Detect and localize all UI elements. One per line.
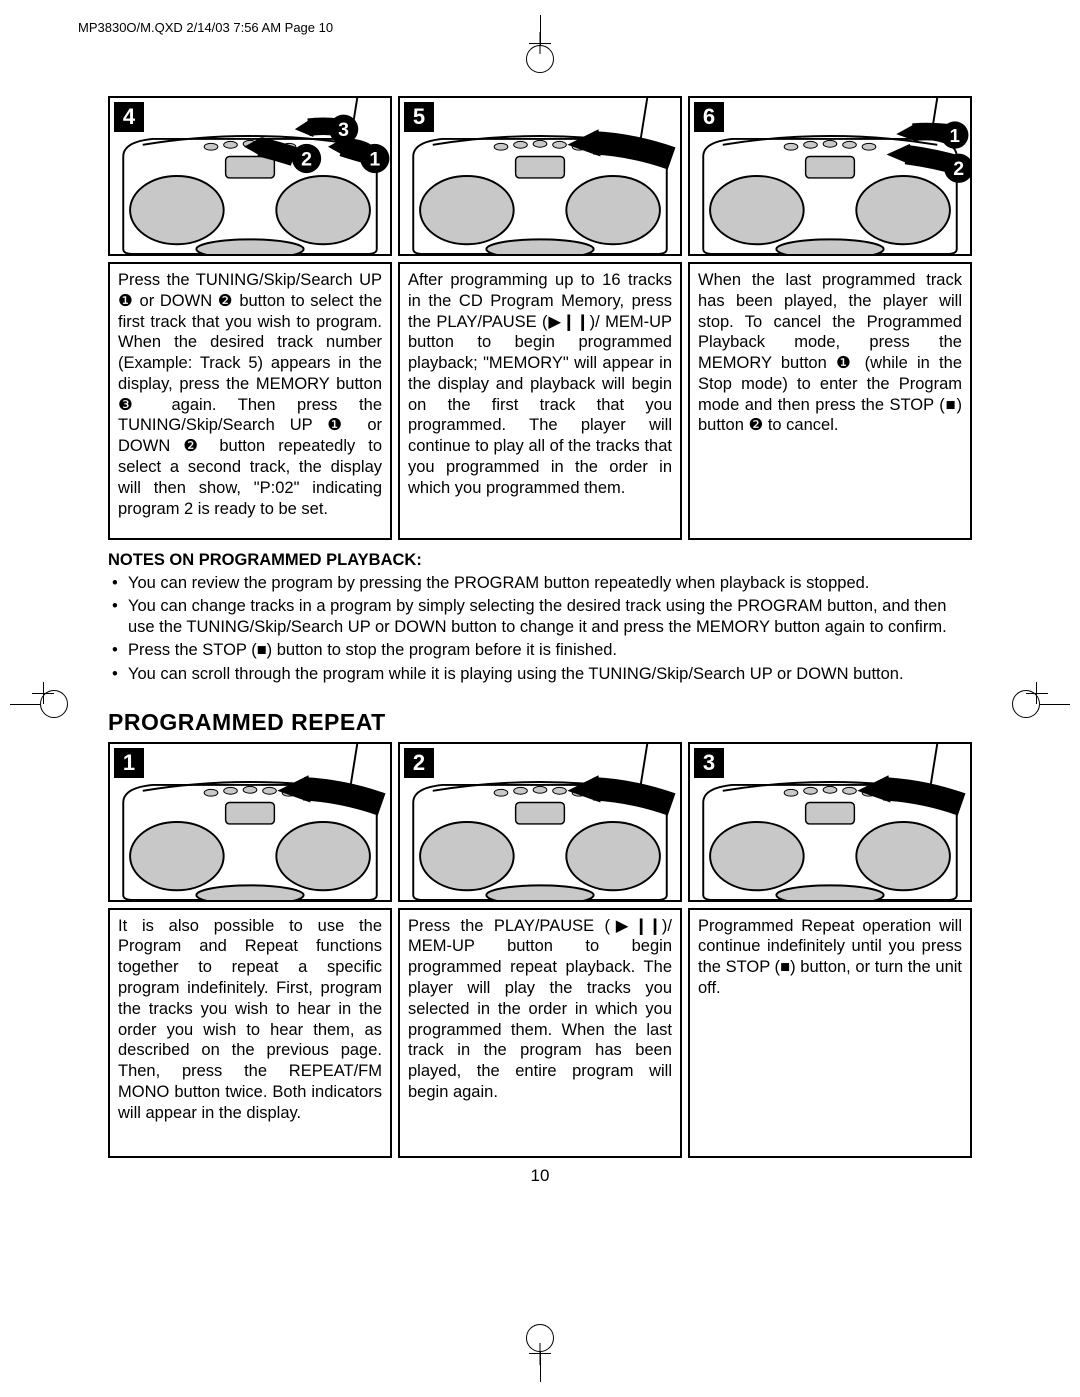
step-number: 3 [694, 748, 724, 778]
boombox-illustration [400, 744, 680, 900]
crop-cross-top [520, 32, 560, 72]
step5-text-panel: After programming up to 16 tracks in the… [398, 262, 682, 540]
note-item: Press the STOP (■) button to stop the pr… [128, 640, 972, 661]
crop-mark-left [10, 684, 70, 724]
boombox-illustration: 1 2 3 [110, 98, 390, 254]
step-number: 6 [694, 102, 724, 132]
step-text: When the last programmed track has been … [698, 270, 962, 436]
page-content: 4 [108, 96, 972, 1186]
step-number: 1 [114, 748, 144, 778]
svg-text:2: 2 [953, 158, 964, 180]
notes-title: NOTES ON PROGRAMMED PLAYBACK: [108, 550, 972, 571]
step-number: 2 [404, 748, 434, 778]
doc-header: MP3830O/M.QXD 2/14/03 7:56 AM Page 10 [78, 20, 333, 35]
note-item: You can scroll through the program while… [128, 664, 972, 685]
step5-image: 5 [398, 96, 682, 256]
section-heading: PROGRAMMED REPEAT [108, 709, 972, 736]
step4-image: 4 [108, 96, 392, 256]
step-text: After programming up to 16 tracks in the… [408, 270, 672, 499]
svg-text:2: 2 [301, 148, 312, 170]
step-text: It is also possible to use the Program a… [118, 916, 382, 1124]
boombox-illustration: 1 2 [690, 98, 970, 254]
repeat3-text-panel: Programmed Repeat operation will continu… [688, 908, 972, 1158]
note-item: You can review the program by pressing t… [128, 573, 972, 594]
repeat3-image: 3 [688, 742, 972, 902]
crop-mark-right [1010, 684, 1070, 724]
step-text: Press the TUNING/Skip/Search UP ❶ or DOW… [118, 270, 382, 519]
page-number: 10 [108, 1166, 972, 1186]
note-item: You can change tracks in a program by si… [128, 596, 972, 638]
svg-text:3: 3 [338, 119, 349, 141]
section1-image-row: 4 [108, 96, 972, 256]
step6-text-panel: When the last programmed track has been … [688, 262, 972, 540]
repeat1-text-panel: It is also possible to use the Program a… [108, 908, 392, 1158]
svg-text:1: 1 [369, 148, 380, 170]
step-number: 4 [114, 102, 144, 132]
section2-text-row: It is also possible to use the Program a… [108, 908, 972, 1158]
step-text: Programmed Repeat operation will continu… [698, 916, 962, 999]
section1-text-row: Press the TUNING/Skip/Search UP ❶ or DOW… [108, 262, 972, 540]
section2-image-row: 1 2 [108, 742, 972, 902]
svg-text:1: 1 [950, 125, 960, 146]
step4-text-panel: Press the TUNING/Skip/Search UP ❶ or DOW… [108, 262, 392, 540]
step-number: 5 [404, 102, 434, 132]
boombox-illustration [110, 744, 390, 900]
repeat2-text-panel: Press the PLAY/PAUSE (▶❙❙)/ MEM-UP butto… [398, 908, 682, 1158]
boombox-illustration [400, 98, 680, 254]
crop-cross-bottom [520, 1325, 560, 1365]
repeat1-image: 1 [108, 742, 392, 902]
boombox-illustration [690, 744, 970, 900]
repeat2-image: 2 [398, 742, 682, 902]
notes-section: NOTES ON PROGRAMMED PLAYBACK: You can re… [108, 550, 972, 685]
step6-image: 6 1 [688, 96, 972, 256]
step-text: Press the PLAY/PAUSE (▶❙❙)/ MEM-UP butto… [408, 916, 672, 1103]
notes-list: You can review the program by pressing t… [108, 573, 972, 685]
